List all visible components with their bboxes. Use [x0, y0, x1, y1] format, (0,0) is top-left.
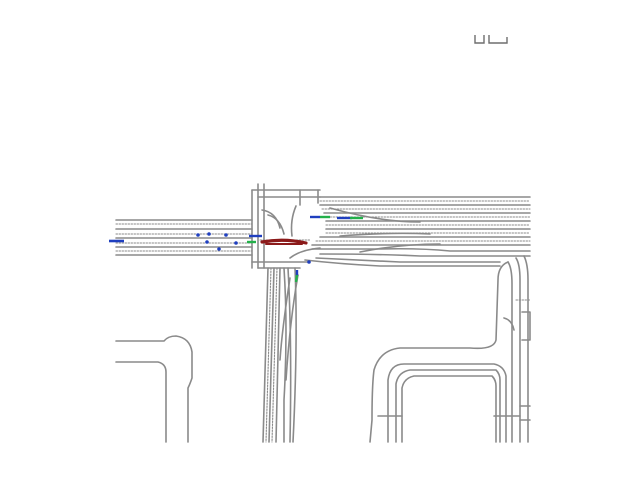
agent-track-intersection-west — [247, 234, 262, 244]
agent-point — [217, 247, 221, 251]
agent-point — [307, 260, 311, 264]
southwest-lot — [115, 335, 193, 443]
intersection — [251, 183, 321, 269]
agent-track-south — [294, 270, 299, 283]
agent-point — [234, 241, 238, 245]
southeast-ramps — [369, 261, 521, 443]
east-vertical-lanes — [503, 255, 531, 443]
lane-network — [115, 183, 531, 443]
agent-point — [207, 232, 211, 236]
south-approach-lanes — [262, 267, 299, 443]
agent-point — [205, 240, 209, 244]
legend-bracket-icon — [474, 35, 508, 44]
ego-trajectory — [260, 238, 308, 245]
east-corridor-lanes — [304, 196, 531, 267]
west-approach-lanes — [115, 219, 253, 256]
agents-layer — [109, 215, 363, 283]
agent-point — [196, 233, 200, 237]
agent-point — [224, 233, 228, 237]
